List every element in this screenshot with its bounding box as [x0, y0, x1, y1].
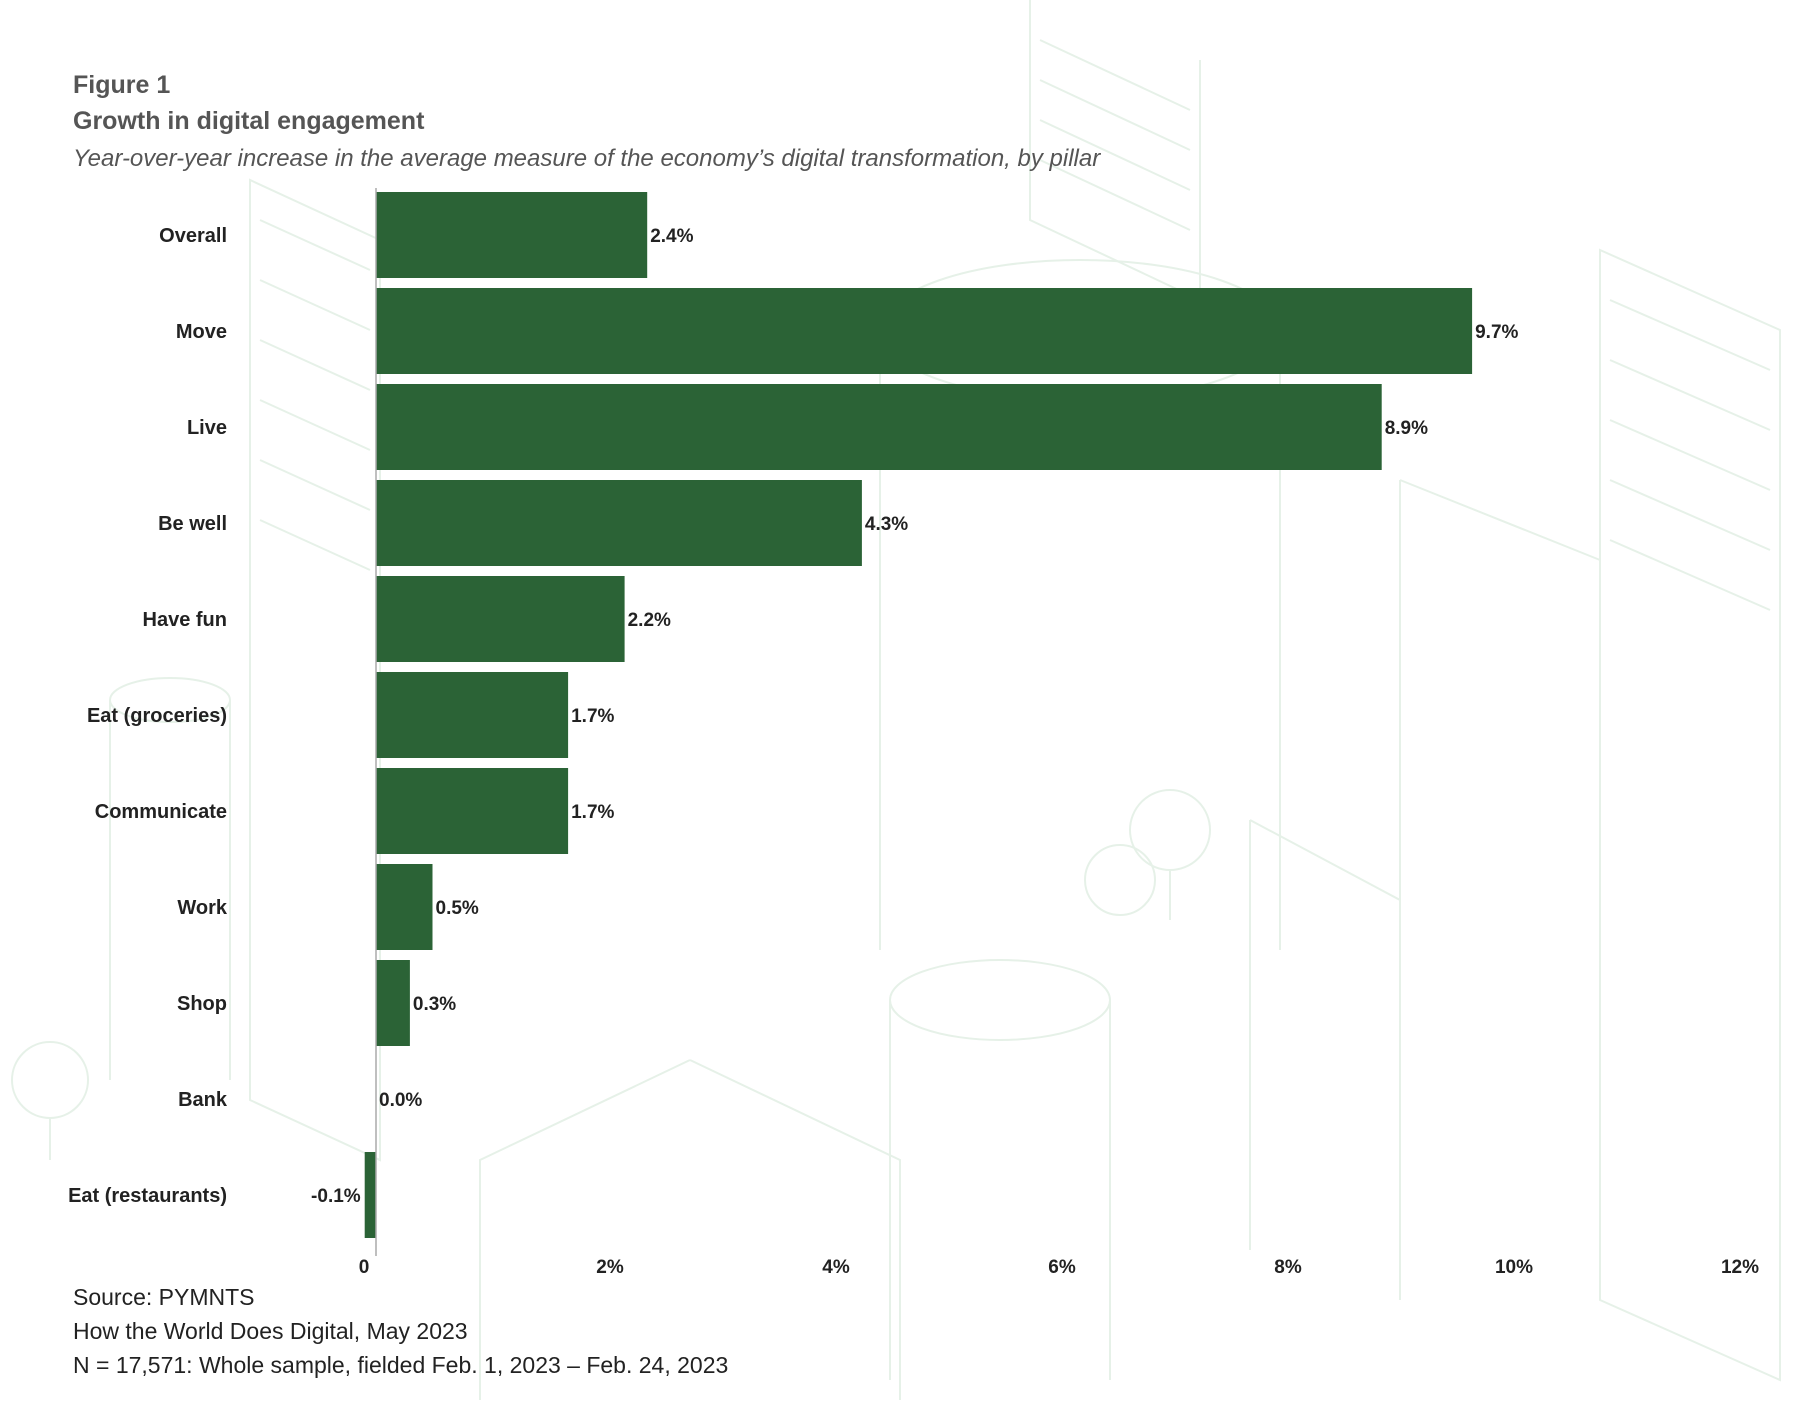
x-tick-label: 6%: [1048, 1257, 1076, 1278]
bar-6: [376, 768, 569, 854]
x-tick-label: 4%: [822, 1257, 850, 1278]
bar-5: [376, 672, 569, 758]
category-label: Eat (groceries): [87, 705, 227, 727]
report-note: How the World Does Digital, May 2023: [73, 1318, 468, 1344]
source-note: Source: PYMNTS: [73, 1284, 255, 1310]
data-label: 2.2%: [628, 610, 671, 631]
data-label: 0.0%: [379, 1090, 422, 1111]
x-tick-label: 0: [359, 1257, 370, 1278]
bar-3: [376, 480, 862, 566]
bar-2: [376, 384, 1382, 470]
category-label: Shop: [177, 993, 227, 1015]
bar-7: [376, 864, 433, 950]
bar-8: [376, 960, 410, 1046]
category-label: Communicate: [95, 801, 227, 823]
data-label: 8.9%: [1385, 418, 1428, 439]
bar-4: [376, 576, 625, 662]
category-label: Move: [176, 321, 227, 343]
category-label: Be well: [158, 513, 227, 535]
data-label: 0.5%: [436, 898, 479, 919]
category-label: Overall: [159, 225, 227, 247]
data-label: 1.7%: [571, 802, 614, 823]
data-label: 9.7%: [1475, 322, 1518, 343]
bar-0: [376, 192, 648, 278]
category-label: Bank: [178, 1089, 228, 1111]
data-label: -0.1%: [311, 1186, 361, 1207]
category-label: Work: [177, 897, 228, 919]
figure-label: Figure 1: [73, 71, 171, 99]
category-label: Live: [187, 417, 227, 439]
data-label: 1.7%: [571, 706, 614, 727]
data-label: 0.3%: [413, 994, 456, 1015]
data-label: 4.3%: [865, 514, 908, 535]
figure-header: Figure 1 Growth in digital engagement Ye…: [73, 68, 1100, 178]
chart-subtitle: Year-over-year increase in the average m…: [73, 145, 1101, 172]
x-tick-label: 10%: [1495, 1257, 1533, 1278]
chart-title: Growth in digital engagement: [73, 107, 425, 135]
figure-footer: Source: PYMNTS How the World Does Digita…: [73, 1280, 728, 1382]
x-tick-label: 8%: [1274, 1257, 1302, 1278]
bar-10: [364, 1152, 376, 1238]
x-tick-label: 12%: [1721, 1257, 1759, 1278]
category-label: Eat (restaurants): [68, 1185, 227, 1207]
sample-note: N = 17,571: Whole sample, fielded Feb. 1…: [73, 1352, 729, 1378]
data-label: 2.4%: [650, 226, 693, 247]
category-label: Have fun: [143, 609, 227, 631]
bar-1: [376, 288, 1473, 374]
x-tick-label: 2%: [596, 1257, 624, 1278]
